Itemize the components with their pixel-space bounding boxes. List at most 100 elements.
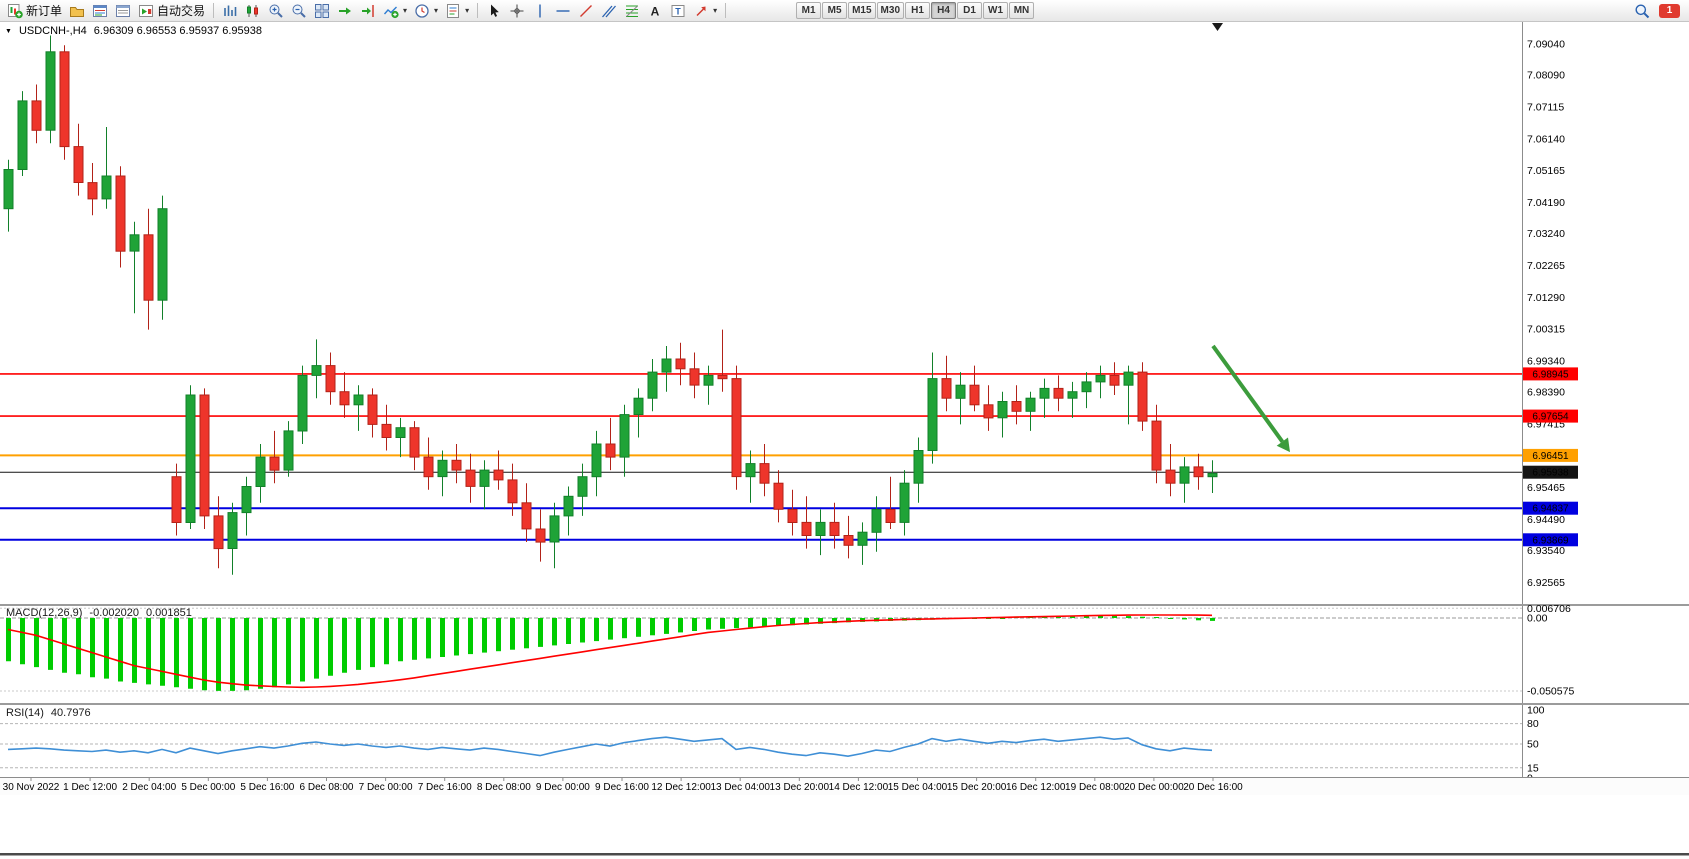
time-tick-label: 16 Dec 12:00 [1006,782,1066,793]
indicators-button[interactable]: ▾ [380,0,410,21]
search-icon [1635,4,1650,18]
toolbar-separator [213,3,215,18]
vertical-line-button[interactable] [529,0,551,21]
time-tick-label: 7 Dec 16:00 [418,782,472,793]
timeframe-toolbar: M1 M5 M15 M30 H1 H4 D1 W1 MN [796,2,1034,19]
candle [115,175,126,252]
auto-trading-button[interactable]: 自动交易 [135,1,208,20]
data-window-button[interactable] [112,0,134,21]
price-tick-label: 6.95465 [1527,482,1565,494]
chart-shift-button[interactable] [357,0,379,21]
candle [409,427,420,458]
periods-button[interactable]: ▾ [411,0,441,21]
cursor-button[interactable] [483,0,505,21]
price-tick-label: 7.00315 [1527,324,1565,336]
candle [241,486,252,514]
rsi-value: 40.7976 [50,707,91,719]
candle [969,384,980,406]
horizontal-line-button[interactable] [552,0,574,21]
main-toolbar: 新订单 [0,0,1689,22]
candle [759,463,770,484]
time-tick-label: 14 Dec 12:00 [829,782,889,793]
chart-shift-marker-icon[interactable] [1212,23,1223,31]
candle [647,371,658,399]
timeframe-button-d1[interactable]: D1 [957,2,982,19]
trendline-icon [580,4,593,17]
tile-windows-button[interactable] [311,0,333,21]
indicators-dropdown-caret-icon[interactable]: ▾ [403,5,408,15]
candle [17,100,28,170]
trend-arrow-head[interactable] [1276,437,1290,453]
timeframe-button-m1[interactable]: M1 [796,2,822,19]
trendline-button[interactable] [575,0,597,21]
pane-separator-rsi[interactable] [0,703,1689,705]
candle [1179,466,1190,484]
macd-signal-line [7,614,1213,689]
timeframe-button-m5[interactable]: M5 [822,2,848,19]
crosshair-button[interactable] [506,0,528,21]
arrows-dropdown-caret-icon[interactable]: ▾ [713,5,718,15]
svg-text:A: A [651,4,660,18]
candle [661,358,672,373]
new-order-icon [8,3,23,18]
candle [955,384,966,399]
auto-scroll-button[interactable] [334,0,356,21]
label-button[interactable]: T [667,0,689,21]
candle [367,394,378,425]
candlestick-chart-button[interactable] [242,0,264,21]
notification-badge[interactable]: 1 [1659,3,1680,18]
periods-dropdown-caret-icon[interactable]: ▾ [434,5,439,15]
price-tick-label: 7.06140 [1527,133,1565,145]
macd-value-main: -0.002020 [89,607,139,619]
candle [731,378,742,478]
market-watch-button[interactable] [89,0,111,21]
chart-shift-icon [362,4,374,17]
candle [689,368,700,386]
profiles-button[interactable] [66,0,88,21]
candle [325,365,336,393]
window-bottom-edge [0,853,1689,856]
channel-button[interactable] [598,0,620,21]
price-axis[interactable] [1522,22,1689,777]
candle [157,208,168,301]
price-tick-label: 7.03240 [1527,228,1565,240]
candle [437,459,448,478]
candle [857,531,868,546]
search-button[interactable] [1631,0,1653,21]
timeframe-button-w1[interactable]: W1 [983,2,1008,19]
price-badge-6.95938 [1523,465,1578,479]
candle [745,463,756,478]
time-tick-label: 30 Nov 2022 [3,782,60,793]
new-order-button[interactable]: 新订单 [4,1,65,20]
candle [479,469,490,487]
candle [465,469,476,487]
auto-scroll-icon [339,7,352,14]
zoom-out-button[interactable] [288,0,310,21]
timeframe-button-h4[interactable]: H4 [931,2,956,19]
candle [269,456,280,471]
time-tick-label: 20 Dec 16:00 [1183,782,1243,793]
time-tick-label: 5 Dec 16:00 [240,782,294,793]
trend-arrow-line[interactable] [1211,344,1284,443]
pane-separator-macd[interactable] [0,604,1689,606]
bar-chart-button[interactable] [219,0,241,21]
symbol-dropdown-icon[interactable]: ▼ [5,27,12,35]
text-button[interactable]: A [644,0,666,21]
rsi-tick-label: 15 [1527,762,1539,774]
timeframe-button-h1[interactable]: H1 [905,2,930,19]
templates-button[interactable]: ▾ [442,0,472,21]
arrows-button[interactable]: ▾ [690,0,720,21]
candle [787,508,798,523]
zoom-in-button[interactable] [265,0,287,21]
timeframe-button-m30[interactable]: M30 [876,2,904,19]
timeframe-button-m15[interactable]: M15 [848,2,876,19]
templates-dropdown-caret-icon[interactable]: ▾ [465,5,470,15]
fibonacci-button[interactable] [621,0,643,21]
price-badge-label: 6.94837 [1532,504,1569,515]
channel-icon [602,5,617,17]
rsi-pane-label: RSI(14) 40.7976 [6,707,91,719]
timeframe-button-mn[interactable]: MN [1009,2,1034,19]
time-axis[interactable] [0,777,1689,795]
